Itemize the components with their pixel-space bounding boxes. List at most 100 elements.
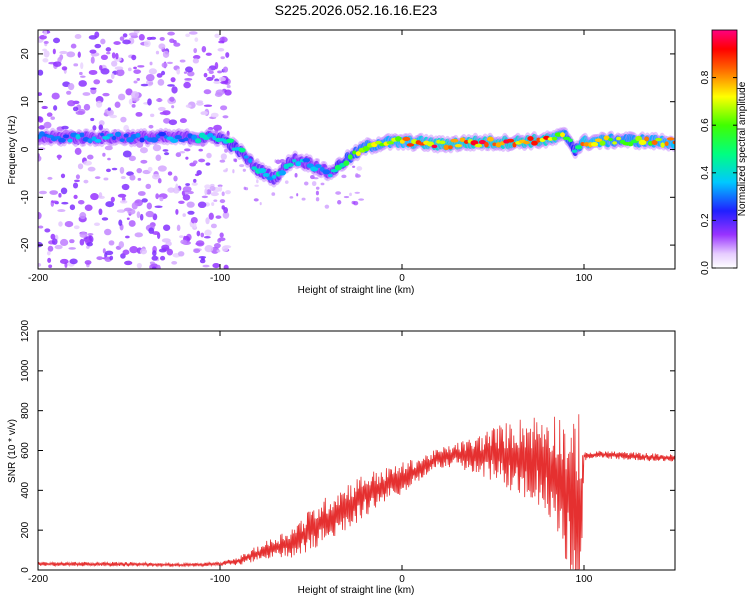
noise-blob [136,262,142,269]
noise-blob [129,246,139,254]
noise-blob [120,176,126,180]
y-tick-label: 200 [20,521,31,538]
noise-blob [253,198,259,202]
noise-blob [38,262,42,267]
colorbar-label: Normalized spectral amplitude [737,81,748,216]
noise-blob [203,104,213,107]
noise-blob [354,191,361,194]
noise-blob [284,180,289,184]
noise-blob [109,114,118,119]
ridge-peak [139,137,145,143]
noise-blob [207,126,214,131]
noise-blob [150,113,155,118]
noise-blob [204,184,211,189]
noise-blob [47,176,53,180]
ridge-peak [454,143,463,148]
colorbar-gradient [711,29,738,269]
noise-blob [118,241,125,248]
noise-blob [158,43,166,50]
ridge-peak [495,142,502,148]
noise-blob [218,186,223,192]
noise-blob [200,232,205,238]
noise-blob [156,264,161,269]
ridge-peak [431,144,438,149]
noise-blob [145,183,152,190]
noise-blob [188,31,198,35]
noise-blob [196,230,201,237]
y-tick-label: 400 [20,482,31,499]
noise-blob [115,52,119,60]
noise-blob [220,56,225,60]
noise-blob [213,80,221,85]
noise-blob [114,66,124,70]
noise-blob [105,47,112,52]
colorbar-tick-label: 0.2 [700,213,711,227]
noise-blob [234,158,238,163]
noise-blob [104,145,113,151]
noise-blob [59,50,68,55]
noise-blob [117,209,124,213]
ridge-peak [531,140,538,146]
noise-blob [119,166,125,174]
noise-blob [167,61,173,65]
noise-blob [64,220,74,228]
noise-blob [90,193,99,201]
noise-blob [294,172,298,178]
ridge-peak [238,147,246,153]
noise-blob [167,171,173,176]
noise-blob [176,68,181,75]
noise-blob [224,148,228,153]
noise-blob [175,208,179,215]
ridge-peak [75,134,81,140]
ridge-peak [248,158,253,164]
noise-blob [84,204,93,211]
noise-blob [254,184,259,187]
spectrogram-xlabel: Height of straight line (km) [298,285,415,296]
noise-blob [92,125,97,131]
ridge-peak [660,142,665,148]
noise-blob [149,261,155,265]
noise-blob [215,215,222,219]
noise-blob [206,189,212,195]
noise-blob [128,32,138,37]
noise-blob [49,190,59,195]
ridge-peak [206,133,214,138]
noise-blob [152,231,160,235]
noise-blob [171,86,178,94]
noise-blob [77,199,85,205]
noise-blob [226,84,231,89]
noise-blob [118,219,123,226]
noise-blob [209,186,216,191]
noise-blob [151,266,157,269]
noise-blob [93,222,101,227]
noise-blob [179,118,187,124]
noise-blob [139,213,144,221]
ridge-peak [102,135,110,140]
ridge-peak [343,160,350,166]
noise-blob [220,105,228,111]
x-tick-label: -100 [210,273,230,284]
noise-blob [159,111,167,115]
noise-blob [57,154,61,161]
noise-blob [353,201,359,206]
noise-blob [80,75,86,78]
y-tick-label: -20 [20,237,31,252]
noise-blob [208,70,214,74]
noise-blob [223,264,229,269]
noise-blob [59,258,69,265]
noise-blob [219,159,226,163]
ridge-peak [664,141,669,147]
snr-ylabel: SNR (10 * v/v) [7,419,18,483]
ridge-peak [474,143,483,148]
y-tick-label: 1000 [20,359,31,382]
noise-blob [139,147,148,154]
noise-blob [221,191,225,197]
noise-blob [179,150,186,154]
noise-blob [136,78,141,81]
noise-blob [53,37,61,44]
noise-blob [179,235,184,238]
noise-blob [177,251,185,257]
noise-blob [73,225,80,230]
noise-blob [315,190,319,196]
